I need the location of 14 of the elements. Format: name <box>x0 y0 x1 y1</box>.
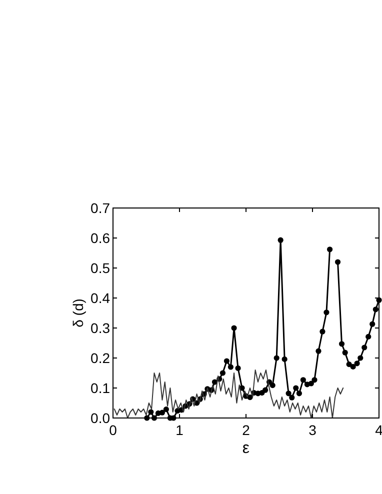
y-tick-label: 0.1 <box>90 380 110 396</box>
y-tick-label: 0.7 <box>90 200 110 216</box>
x-axis-title: ε <box>242 440 250 457</box>
y-tick-label: 0.3 <box>90 320 110 336</box>
y-tick-label: 0.4 <box>90 290 110 306</box>
x-tick-label: 0 <box>109 422 118 438</box>
y-axis-title: δ (d) <box>70 298 86 328</box>
y-tick-label: 0.2 <box>90 350 110 366</box>
y-tick-label: 0.6 <box>90 230 110 246</box>
y-tick-label: 0.5 <box>90 260 110 276</box>
x-tick-label: 3 <box>308 422 317 438</box>
x-tick-label: 1 <box>176 422 184 438</box>
x-tick-label: 2 <box>242 422 250 438</box>
y-tick-label: 0.0 <box>90 410 110 426</box>
